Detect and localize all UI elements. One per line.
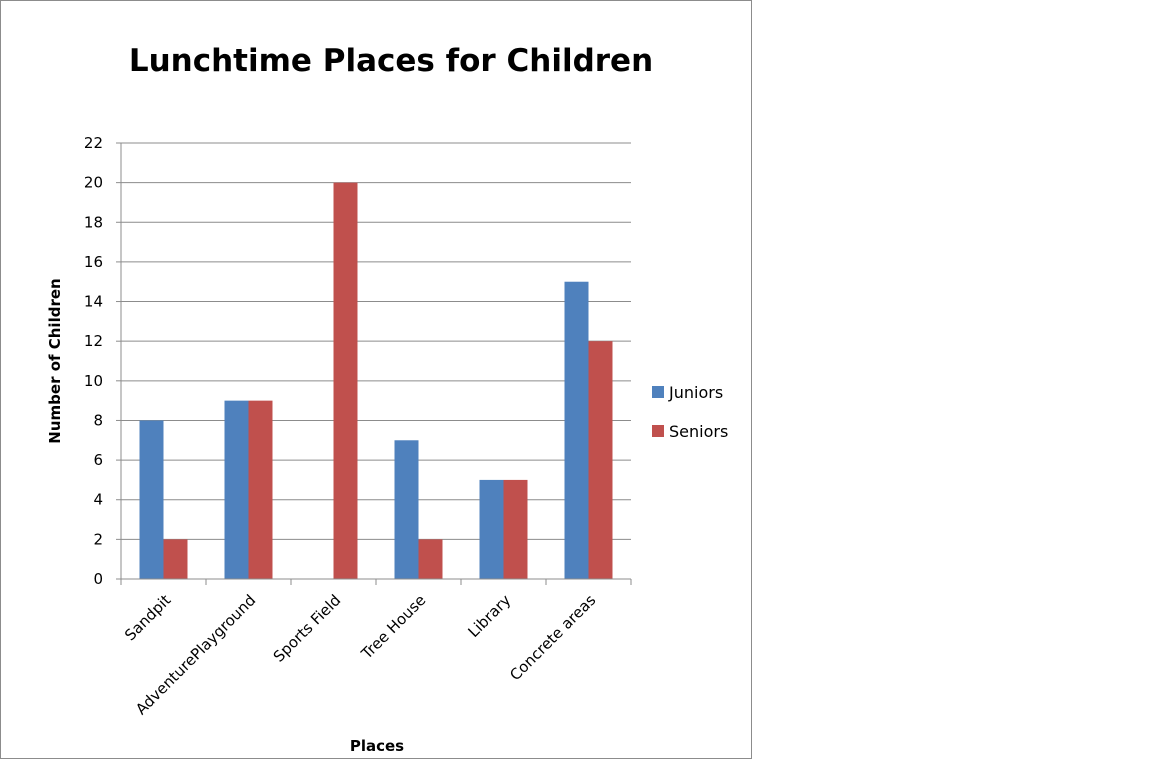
y-tick-label: 14 bbox=[84, 293, 103, 311]
y-tick-label: 10 bbox=[84, 372, 103, 390]
bar-juniors bbox=[224, 400, 249, 579]
y-axis-ticks: 0 2 4 6 8 10 12 14 16 18 20 22 bbox=[84, 134, 103, 588]
legend-swatch-juniors bbox=[652, 386, 664, 398]
bars bbox=[139, 182, 613, 580]
x-axis-label: Places bbox=[350, 737, 404, 755]
x-tick-label: Library bbox=[465, 591, 515, 641]
x-tick-label: Concrete areas bbox=[506, 591, 599, 684]
y-tick-label: 2 bbox=[93, 530, 103, 548]
axes bbox=[120, 143, 632, 585]
legend: Juniors Seniors bbox=[652, 383, 728, 441]
chart-title: Lunchtime Places for Children bbox=[129, 43, 653, 79]
bar-seniors bbox=[163, 539, 188, 579]
bar-seniors bbox=[588, 341, 613, 579]
x-tick-label: Sports Field bbox=[270, 591, 345, 666]
gridlines bbox=[116, 142, 631, 580]
bar-seniors bbox=[248, 400, 273, 579]
bar-seniors bbox=[418, 539, 443, 579]
y-axis-label: Number of Children bbox=[46, 278, 64, 443]
bar-seniors bbox=[333, 182, 358, 580]
bar-juniors bbox=[139, 420, 164, 579]
bar-juniors bbox=[479, 479, 504, 579]
y-tick-label: 16 bbox=[84, 253, 103, 271]
y-tick-label: 0 bbox=[93, 570, 103, 588]
bar-juniors bbox=[564, 281, 589, 579]
legend-label-seniors: Seniors bbox=[669, 422, 728, 441]
legend-label-juniors: Juniors bbox=[668, 383, 723, 402]
y-tick-label: 4 bbox=[93, 491, 103, 509]
y-tick-label: 8 bbox=[93, 411, 103, 429]
bar-juniors bbox=[394, 440, 419, 579]
y-tick-label: 18 bbox=[84, 213, 103, 231]
y-tick-label: 20 bbox=[84, 174, 103, 192]
y-tick-label: 22 bbox=[84, 134, 103, 152]
bar-seniors bbox=[503, 479, 528, 579]
x-tick-label: Sandpit bbox=[121, 591, 174, 644]
y-tick-label: 6 bbox=[93, 451, 103, 469]
y-tick-label: 12 bbox=[84, 332, 103, 350]
legend-swatch-seniors bbox=[652, 425, 664, 437]
chart-frame bbox=[0, 0, 752, 759]
x-tick-label: Tree House bbox=[357, 591, 429, 663]
